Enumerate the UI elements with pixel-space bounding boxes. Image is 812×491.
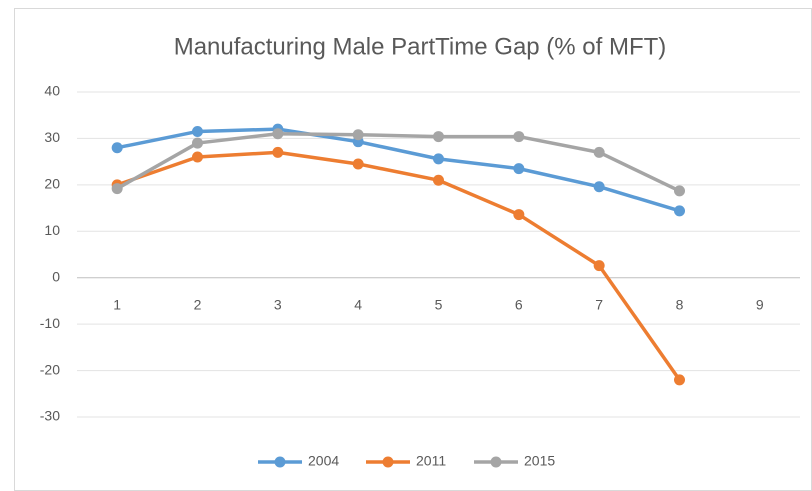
- chart-frame: [14, 8, 812, 491]
- legend-marker: [274, 456, 286, 468]
- data-point: [674, 374, 685, 386]
- y-tick-label: -30: [40, 408, 60, 424]
- y-tick-label: -20: [40, 361, 60, 377]
- data-point: [192, 151, 203, 163]
- legend-label: 2011: [416, 453, 446, 469]
- data-point: [433, 153, 444, 165]
- series-line: [116, 150, 681, 381]
- data-point: [593, 260, 605, 272]
- y-tick-label: 0: [52, 268, 60, 284]
- data-point: [513, 163, 525, 175]
- data-point: [352, 129, 364, 141]
- y-tick-label: -10: [40, 315, 60, 331]
- legend-marker: [490, 456, 502, 468]
- x-tick-label: 3: [274, 296, 282, 312]
- y-tick-label: 10: [44, 222, 60, 238]
- legend-marker: [382, 456, 394, 468]
- data-point: [674, 205, 685, 217]
- data-point: [513, 209, 525, 221]
- legend-label: 2015: [524, 453, 555, 469]
- data-point: [433, 174, 444, 186]
- y-tick-label: 20: [44, 176, 60, 192]
- data-point: [272, 128, 284, 140]
- data-point: [433, 131, 444, 143]
- x-tick-label: 6: [515, 296, 523, 312]
- data-point: [593, 181, 605, 193]
- data-point: [192, 125, 203, 137]
- x-tick-label: 9: [756, 296, 764, 312]
- x-tick-label: 4: [354, 296, 362, 312]
- series-line: [116, 127, 681, 213]
- x-tick-label: 7: [595, 296, 603, 312]
- legend-label: 2004: [308, 453, 339, 469]
- y-tick-label: 30: [44, 129, 60, 145]
- y-tick-label: 40: [44, 83, 60, 99]
- x-tick-label: 5: [435, 296, 443, 312]
- series-line: [116, 132, 681, 193]
- data-point: [593, 146, 605, 158]
- data-point: [352, 158, 364, 170]
- x-tick-label: 8: [676, 296, 684, 312]
- data-point: [111, 183, 123, 195]
- chart-title: Manufacturing Male PartTime Gap (% of MF…: [174, 33, 667, 60]
- data-point: [111, 142, 123, 154]
- data-point: [513, 131, 525, 143]
- data-point: [272, 146, 284, 158]
- x-tick-label: 2: [194, 296, 202, 312]
- data-point: [192, 137, 203, 149]
- data-point: [674, 185, 685, 197]
- x-tick-label: 1: [113, 296, 121, 312]
